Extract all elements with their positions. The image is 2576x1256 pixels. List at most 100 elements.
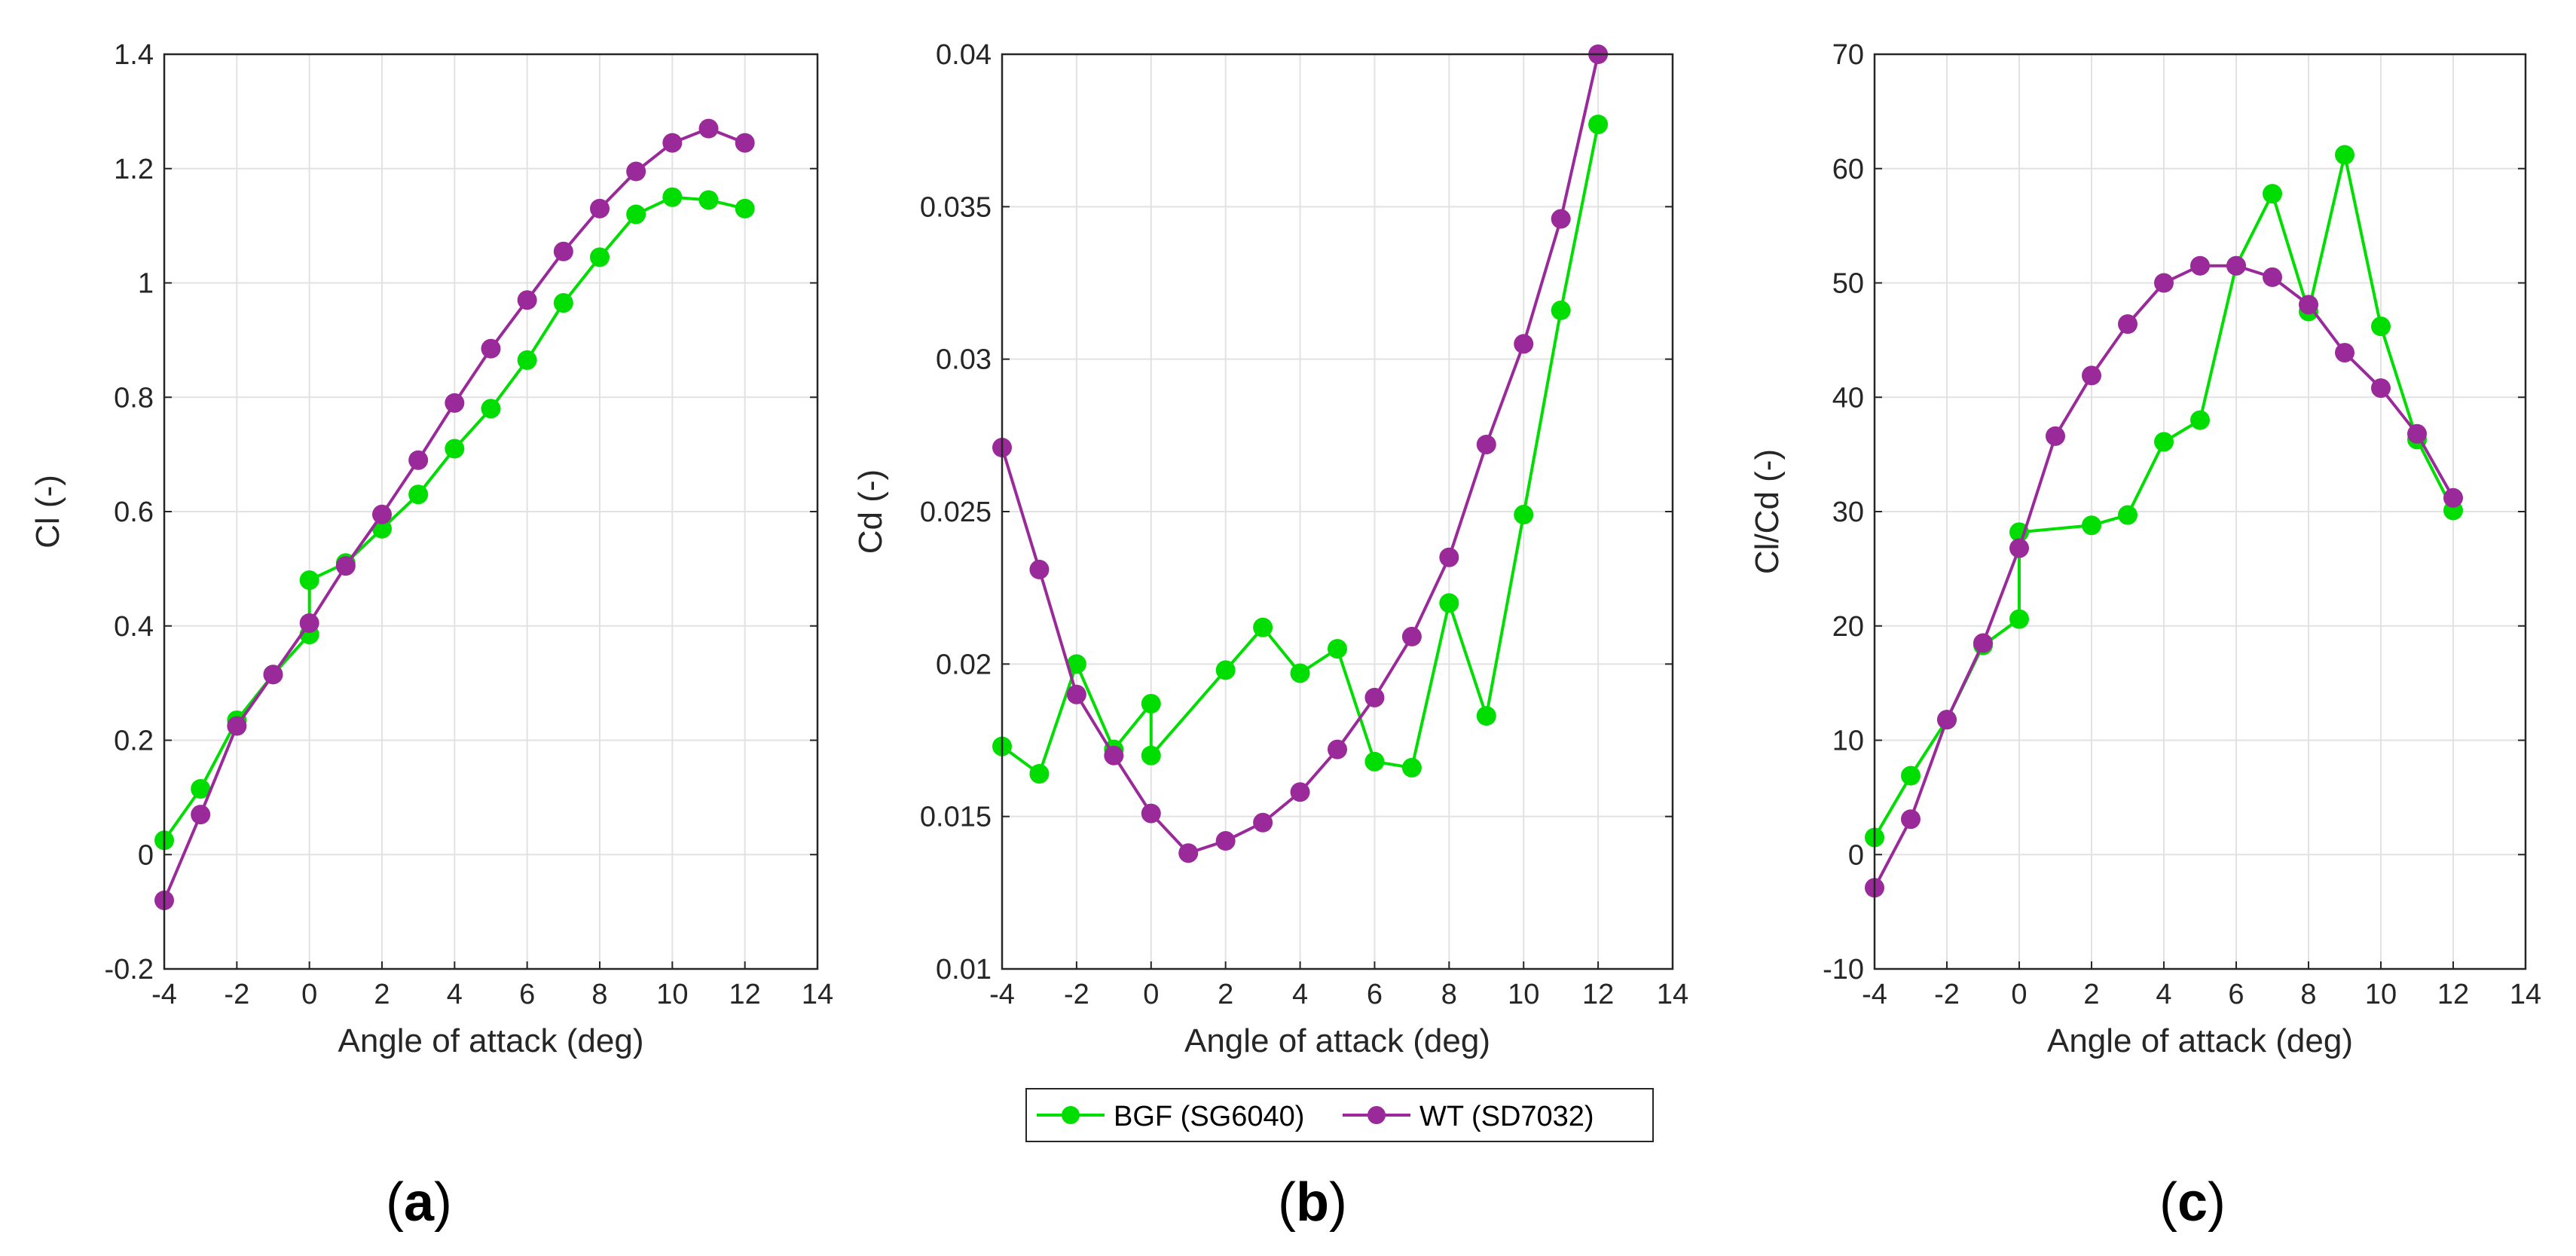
caption-b-letter: b (1296, 1172, 1329, 1233)
charta-series-wt-point (698, 118, 719, 139)
chartc-series-wt-point (2082, 365, 2101, 386)
charta-x-tick-label: 6 (519, 979, 535, 1010)
chartb-x-tick-label: 6 (1367, 979, 1383, 1010)
charta-x-tick-label: 0 (301, 979, 317, 1010)
chartc-x-tick-label: 6 (2228, 979, 2244, 1010)
charta-x-tick-label: 14 (802, 979, 833, 1010)
svg-text:(a): (a) (386, 1172, 452, 1233)
chartc-series-wt-point (2407, 423, 2427, 444)
chartb-series-wt-point (1178, 843, 1199, 863)
chartc-y-tick-label: 0 (1848, 839, 1864, 871)
chartb-series-wt-point (1364, 687, 1385, 707)
charta-x-tick-label: -2 (224, 979, 249, 1010)
chartb-series-wt-point (1514, 334, 1534, 354)
chartc-series-wt-point (2335, 343, 2354, 363)
chartb-series-wt-point (1401, 626, 1422, 646)
charta-series-wt-point (626, 161, 646, 182)
chartb-x-tick-label: -2 (1064, 979, 1089, 1010)
chartb-series-bgf-point (1476, 706, 1496, 726)
caption-c-letter: c (2177, 1172, 2208, 1233)
chartb-x-tick-label: 4 (1292, 979, 1308, 1010)
charta-series-bgf-point (445, 439, 465, 459)
chartc-x-tick-label: 8 (2300, 979, 2316, 1010)
charta-series-wt-point (408, 450, 429, 470)
svg-text:(b): (b) (1278, 1172, 1347, 1233)
chartb-series-bgf-point (1141, 745, 1161, 766)
chartc-series-bgf-point (2263, 184, 2282, 204)
charta-series-wt-point (299, 613, 319, 633)
chartc-x-tick-label: 10 (2365, 979, 2397, 1010)
chartc-y-tick-label: 30 (1832, 497, 1864, 528)
chartb-x-tick-label: 0 (1143, 979, 1159, 1010)
chartb-y-tick-label: 0.02 (936, 649, 992, 680)
charta-series-bgf-point (408, 484, 429, 505)
chartc-x-tick-label: -2 (1934, 979, 1960, 1010)
charta-series-wt-point (191, 805, 211, 825)
chartb-series-bgf-point (1029, 764, 1050, 784)
chartb-x-tick-label: 14 (1657, 979, 1688, 1010)
chartb-series-bgf-point (1551, 300, 1571, 320)
chartb-y-axis-label: Cd (-) (852, 469, 889, 554)
chartb-series-bgf-point (1588, 115, 1609, 135)
chartc-series-bgf-point (2082, 515, 2101, 536)
charta-x-tick-label: 4 (447, 979, 463, 1010)
chartc-series-wt-point (2118, 314, 2137, 335)
caption-b: (b) (1278, 1172, 1347, 1233)
chartc-series-wt-point (1973, 633, 1993, 653)
chartb-x-tick-label: 8 (1441, 979, 1457, 1010)
chartc-x-tick-label: 12 (2437, 979, 2469, 1010)
charta-y-tick-label: 1.4 (114, 39, 154, 71)
legend-bgf-label: BGF (SG6040) (1114, 1101, 1304, 1132)
chartc-series-wt-point (2371, 378, 2391, 399)
charta-series-bgf-point (299, 570, 319, 591)
legend-box (1025, 1088, 1654, 1142)
chartb-series-bgf-point (1066, 654, 1086, 674)
chartb-y-tick-label: 0.015 (920, 802, 992, 833)
chartb-series-wt-point (1253, 812, 1273, 833)
chartc-series-bgf-point (2154, 432, 2174, 452)
chartb-series-wt-point (1328, 739, 1347, 759)
charta-x-tick-label: 8 (591, 979, 607, 1010)
chartb-series-wt-point (1551, 209, 1571, 229)
chartb-y-tick-label: 0.04 (936, 39, 992, 71)
charta-x-tick-label: 2 (374, 979, 390, 1010)
chartb-series-bgf-point (1215, 660, 1236, 680)
chartb-series-bgf-point (1401, 757, 1422, 778)
chartb-series-bgf-point (1253, 617, 1273, 637)
charta-y-tick-label: 1 (138, 268, 154, 300)
charta-y-tick-label: 0.2 (114, 726, 154, 757)
chartc-x-tick-label: 4 (2156, 979, 2171, 1010)
charta-series-wt-point (263, 665, 283, 685)
chartb-axes-box (1001, 53, 1674, 970)
chartb-series-bgf-point (1514, 505, 1534, 525)
charta-x-tick-label: 12 (729, 979, 761, 1010)
chartc-x-tick-label: -4 (1862, 979, 1887, 1010)
chartb-y-tick-label: 0.01 (936, 954, 992, 986)
charta-series-bgf-point (481, 399, 501, 419)
charta-axes-box (163, 53, 819, 970)
chartc-y-tick-label: 50 (1832, 268, 1864, 300)
charta-series-bgf-point (553, 293, 573, 313)
charta-y-tick-label: 0.4 (114, 611, 154, 643)
chartb-x-tick-label: 12 (1582, 979, 1614, 1010)
chartc-x-tick-label: 0 (2011, 979, 2027, 1010)
chartc-y-tick-label: -10 (1823, 954, 1864, 986)
chartb-series-bgf-point (1328, 639, 1347, 659)
chartc-y-tick-label: 10 (1832, 726, 1864, 757)
charta-series-wt-point (553, 241, 573, 261)
chartc-series-bgf-point (2371, 316, 2391, 337)
chartc-axes-box (1873, 53, 2527, 970)
panel-a-cl-chart: -4 -2 0 2 4 6 8 10 12 14 -0.2 0 0.2 0.4 0.6 0.8 1 1.2 1.4 A… (29, 39, 833, 1059)
legend-wt-marker (1367, 1106, 1386, 1124)
chartc-x-tick-label: 2 (2083, 979, 2099, 1010)
charta-series-wt-point (590, 198, 610, 219)
chartc-series-bgf-point (2118, 505, 2137, 525)
charta-series-wt-point (227, 716, 247, 736)
chartb-y-tick-label: 0.035 (920, 191, 992, 223)
chartb-x-axis-label: Angle of attack (deg) (1184, 1022, 1490, 1059)
charta-y-tick-label: -0.2 (105, 954, 154, 986)
legend-wt-label: WT (SD7032) (1419, 1101, 1594, 1132)
chartc-series-wt-point (2263, 267, 2282, 287)
charta-series-bgf-point (626, 204, 646, 225)
chartc-series-wt-point (2443, 487, 2463, 508)
